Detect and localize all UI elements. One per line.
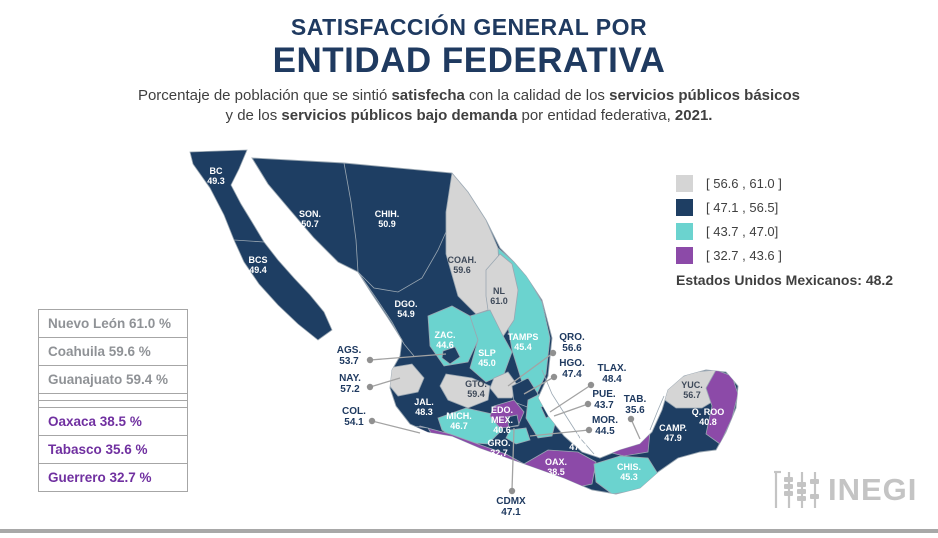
state-label-oaxaca: OAX. 38.5: [544, 456, 568, 477]
border-bc-bcs: [233, 239, 265, 243]
ranking-row-tabasco: Tabasco 35.6 %: [38, 435, 188, 464]
state-callout-morelos: MOR. 44.5: [591, 414, 619, 437]
page-title-line1: SATISFACCIÓN GENERAL POR: [290, 14, 648, 40]
legend-label: [ 47.1 , 56.5]: [706, 200, 779, 215]
leader-colima: [371, 420, 421, 434]
legend-swatch-purple: [676, 247, 693, 264]
inegi-logo: INEGI: [773, 470, 917, 510]
border-sonora-chihuahua: [343, 162, 359, 273]
bottom-divider: [0, 529, 938, 533]
state-label-jalisco: JAL. 48.3: [414, 396, 434, 417]
state-label-guerrero: GRO. 32.7: [487, 437, 511, 458]
leader-dot-hidalgo: [550, 373, 558, 381]
page-title-line2: ENTIDAD FEDERATIVA: [272, 41, 666, 80]
legend-swatch-gray: [676, 175, 693, 192]
inegi-logo-text: INEGI: [828, 472, 918, 507]
leader-dot-puebla: [584, 400, 592, 408]
ranking-row-guerrero: Guerrero 32.7 %: [38, 463, 188, 492]
state-label-quintana-roo: Q. ROO 40.8: [691, 406, 725, 427]
state-label-sinaloa: SIN. 53.5: [338, 284, 356, 305]
state-label-veracruz: VER. 47.9: [567, 431, 589, 452]
ranking-row-oaxaca: Oaxaca 38.5 %: [38, 407, 188, 436]
leader-aguascalientes: [369, 353, 447, 361]
state-callout-nayarit: NAY. 57.2: [339, 372, 361, 395]
leader-dot-tabasco: [627, 415, 635, 423]
state-callout-colima: COL. 54.1: [342, 405, 366, 428]
inegi-abacus-icon: [774, 470, 819, 508]
subtitle-line2: y de los servicios públicos bajo demanda…: [225, 106, 713, 124]
legend-label: [ 56.6 , 61.0 ]: [706, 176, 782, 191]
state-label-sonora: SON. 50.7: [298, 208, 322, 229]
state-label-zacatecas: ZAC. 44.6: [434, 329, 456, 350]
state-label-baja-california-sur: BCS 49.4: [248, 254, 268, 275]
legend: [ 56.6 , 61.0 ] [ 47.1 , 56.5] [ 43.7 , …: [676, 175, 782, 271]
leader-dot-nayarit: [366, 383, 374, 391]
state-label-nuevo-leon: NL 61.0: [490, 285, 508, 306]
ranking-row-coahuila: Coahuila 59.6 %: [38, 337, 188, 366]
ranking-row-nuevo-leon: Nuevo León 61.0 %: [38, 309, 188, 338]
leader-dot-tlaxcala: [587, 381, 595, 389]
state-callout-puebla: PUE. 43.7: [592, 388, 616, 411]
legend-swatch-teal: [676, 223, 693, 240]
leader-morelos: [529, 429, 590, 437]
state-shape-cdmx: [506, 414, 520, 428]
legend-swatch-navy: [676, 199, 693, 216]
leader-hidalgo: [523, 376, 555, 395]
state-label-yucatan: YUC. 56.7: [681, 379, 703, 400]
leader-dot-morelos: [585, 426, 593, 434]
border-chihuahua-durango: [357, 231, 447, 293]
state-shape-michoacan: [437, 407, 503, 445]
state-label-estado-de-mexico: EDO. MEX. 40.6: [490, 404, 513, 436]
subtitle: Porcentaje de población que se sintió sa…: [39, 86, 899, 125]
ranking-row-guanajuato: Guanajuato 59.4 %: [38, 365, 188, 394]
state-label-baja-california: BC 49.3: [207, 165, 225, 186]
state-label-campeche: CAMP. 47.9: [659, 422, 687, 443]
leader-tlaxcala: [549, 384, 592, 413]
legend-row: [ 43.7 , 47.0]: [676, 223, 782, 240]
leader-dot-aguascalientes: [366, 356, 374, 364]
border-sinaloa-durango: [357, 271, 415, 357]
state-callout-aguascalientes: AGS. 53.7: [336, 344, 362, 367]
subtitle-line1: Porcentaje de población que se sintió sa…: [137, 87, 801, 104]
leader-dot-cdmx: [508, 487, 516, 495]
state-callout-cdmx: CDMX 47.1: [496, 495, 526, 518]
legend-label: [ 43.7 , 47.0]: [706, 224, 779, 239]
leader-queretaro: [507, 352, 554, 387]
border-veracruz-west: [541, 369, 595, 455]
leader-cdmx: [511, 427, 515, 491]
ranking-panel: Nuevo León 61.0 % Coahuila 59.6 % Guanaj…: [38, 309, 188, 492]
state-shape-aguascalientes: [441, 346, 461, 365]
leader-dot-queretaro: [549, 349, 557, 357]
state-callout-queretaro: QRO. 56.6: [559, 331, 585, 354]
state-label-guanajuato: GTO. 59.4: [465, 378, 487, 399]
state-label-durango: DGO. 54.9: [394, 298, 418, 319]
state-label-tamaulipas: TAMPS 45.4: [507, 331, 539, 352]
leader-dot-colima: [368, 417, 376, 425]
state-label-chiapas: CHIS. 45.3: [616, 461, 642, 482]
national-average: Estados Unidos Mexicanos: 48.2: [676, 272, 894, 288]
leader-nayarit: [369, 377, 401, 388]
state-callout-tlaxcala: TLAX. 48.4: [597, 362, 627, 385]
state-shape-queretaro: [489, 371, 519, 399]
legend-label: [ 32.7 , 43.6 ]: [706, 248, 782, 263]
state-label-michoacan: MICH. 46.7: [446, 410, 472, 431]
state-label-coahuila: COAH. 59.6: [447, 254, 477, 275]
leader-puebla: [553, 403, 589, 417]
state-callout-tabasco: TAB. 35.6: [623, 393, 647, 416]
legend-row: [ 32.7 , 43.6 ]: [676, 247, 782, 264]
state-callout-hidalgo: HGO. 47.4: [559, 357, 585, 380]
legend-row: [ 56.6 , 61.0 ]: [676, 175, 782, 192]
legend-row: [ 47.1 , 56.5]: [676, 199, 782, 216]
state-shape-nuevo-leon: [485, 253, 519, 339]
state-shape-baja-california: [189, 149, 333, 341]
border-campeche-west: [649, 395, 665, 431]
state-shape-guanajuato: [439, 373, 491, 409]
state-label-san-luis-potosi: SLP 45.0: [478, 347, 496, 368]
state-shape-morelos: [505, 427, 531, 445]
state-label-chihuahua: CHIH. 50.9: [374, 208, 400, 229]
state-shape-zacatecas: [427, 305, 479, 367]
leader-tabasco: [630, 418, 641, 440]
